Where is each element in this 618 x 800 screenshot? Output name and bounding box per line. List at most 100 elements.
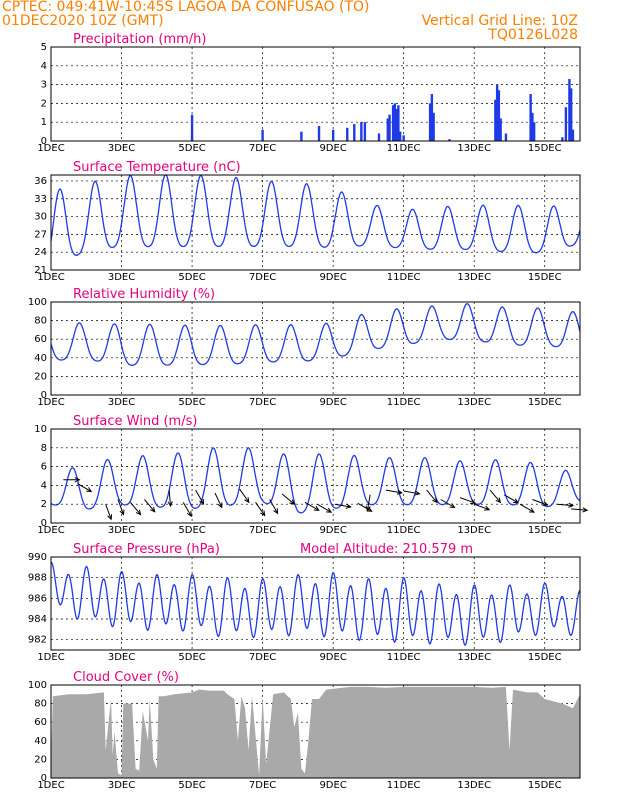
cloud-area: [51, 686, 580, 778]
wind-arrow-shaft: [317, 503, 332, 513]
ytick-label: 984: [28, 614, 47, 625]
ytick-label: 982: [28, 635, 47, 646]
ytick-label: 100: [28, 297, 47, 308]
xtick-label: 1DEC: [37, 272, 64, 283]
precip-bar: [402, 135, 405, 141]
wind-arrow-head: [345, 503, 352, 509]
wind-arrow: [385, 489, 403, 495]
ytick-label: 100: [28, 680, 47, 691]
wind-arrow: [195, 489, 205, 505]
wind-arrow-shaft: [385, 489, 402, 494]
precip-bar: [360, 122, 363, 141]
panel-precip: 1DEC 3DEC 5DEC 7DEC 9DEC 11DEC 13DEC 15DEC 0 1 2 3 4…: [37, 32, 581, 154]
wind-arrow-head: [217, 502, 223, 509]
precip-bar: [494, 99, 497, 141]
wind-arrow: [571, 507, 589, 513]
wind-arrow-head: [513, 498, 520, 504]
panel-title: Surface Temperature (nC): [73, 160, 241, 175]
precip-bar: [317, 125, 321, 141]
panels: 1DEC 3DEC 5DEC 7DEC 9DEC 11DEC 13DEC 15DEC 0 1 2 3 4…: [28, 32, 589, 791]
wind-line: [50, 447, 581, 514]
wind-arrow-head: [86, 487, 93, 493]
ytick-label: 6: [41, 462, 47, 473]
wind-arrow-head: [432, 497, 438, 504]
xtick-label: 5DEC: [178, 525, 205, 536]
wind-arrow: [167, 490, 173, 508]
ytick-label: 60: [34, 717, 47, 728]
wind-arrow-shaft: [571, 508, 588, 511]
wind-arrow-head: [313, 505, 320, 511]
xtick-label: 15DEC: [528, 397, 562, 408]
wind-arrow-head: [186, 511, 192, 518]
xtick-label: 9DEC: [319, 525, 346, 536]
xtick-label: 7DEC: [249, 272, 276, 283]
wind-arrow-head: [568, 502, 575, 508]
ytick-label: 5: [41, 42, 47, 53]
wind-arrow-shaft: [117, 499, 124, 515]
wind-arrow-head: [167, 501, 173, 508]
wind-arrow: [144, 499, 156, 513]
panel-title: Surface Pressure (hPa): [73, 542, 220, 557]
wind-arrow-shaft: [532, 499, 548, 506]
panel-frame: [50, 428, 581, 524]
ytick-label: 27: [34, 229, 47, 240]
xtick-label: 11DEC: [387, 525, 421, 536]
wind-arrow: [317, 503, 333, 513]
wind-arrow-shaft: [281, 493, 295, 505]
xtick-label: 9DEC: [319, 652, 346, 663]
wind-arrow: [532, 499, 549, 506]
panel-title: Precipitation (mm/h): [73, 32, 206, 47]
wind-arrow-shaft: [426, 489, 438, 503]
xtick-label: 7DEC: [249, 397, 276, 408]
xtick-label: 11DEC: [387, 397, 421, 408]
panel-frame: [50, 684, 581, 779]
precip-bar: [430, 94, 434, 141]
pres-line: [50, 561, 581, 647]
wind-arrow: [489, 489, 502, 504]
wind-arrow-head: [484, 505, 491, 511]
wind-arrow-shaft: [77, 483, 92, 492]
ytick-label: 40: [34, 736, 47, 747]
wind-arrow-shaft: [403, 490, 420, 495]
wind-arrow-shaft: [334, 503, 351, 508]
wind-arrow: [365, 494, 371, 512]
xtick-label: 1DEC: [37, 652, 64, 663]
precip-bar: [393, 103, 397, 141]
wind-arrow-shaft: [129, 501, 142, 515]
wind-arrow: [304, 501, 320, 511]
precip-bar: [363, 122, 367, 141]
precip-bar: [561, 137, 564, 141]
model-name: TQ0126L028: [487, 27, 578, 43]
xtick-label: 13DEC: [457, 652, 491, 663]
wind-arrow: [239, 488, 250, 504]
precip-bar: [568, 78, 571, 141]
wind-arrow-head: [414, 490, 421, 496]
precip-bar: [495, 84, 499, 141]
xtick-label: 13DEC: [457, 780, 491, 791]
ytick-label: 20: [34, 754, 47, 765]
ytick-label: 10: [34, 424, 47, 435]
wind-arrow-shaft: [474, 503, 490, 511]
panel-pres: 1DEC 3DEC 5DEC 7DEC 9DEC 11DEC 13DEC 15DEC 982 98…: [28, 542, 581, 663]
ytick-label: 30: [34, 212, 47, 223]
ytick-label: 990: [28, 552, 47, 563]
wind-arrow-head: [470, 499, 477, 505]
xtick-label: 5DEC: [178, 780, 205, 791]
panel-title: Relative Humidity (%): [73, 287, 215, 302]
xtick-label: 1DEC: [37, 525, 64, 536]
xtick-label: 11DEC: [387, 272, 421, 283]
precip-bar: [331, 129, 335, 141]
ytick-label: 21: [34, 265, 47, 276]
precip-bar: [569, 88, 573, 141]
ytick-label: 4: [41, 480, 47, 491]
wind-arrow-shaft: [214, 492, 223, 508]
wind-arrow-shaft: [519, 503, 535, 513]
precip-bar: [397, 105, 400, 141]
wind-arrow-head: [326, 507, 333, 513]
xtick-label: 13DEC: [457, 525, 491, 536]
wind-arrow-shaft: [239, 488, 250, 503]
xtick-label: 7DEC: [249, 143, 276, 154]
ytick-label: 4: [41, 61, 47, 72]
ytick-label: 3: [41, 80, 47, 91]
precip-bar: [377, 133, 381, 141]
